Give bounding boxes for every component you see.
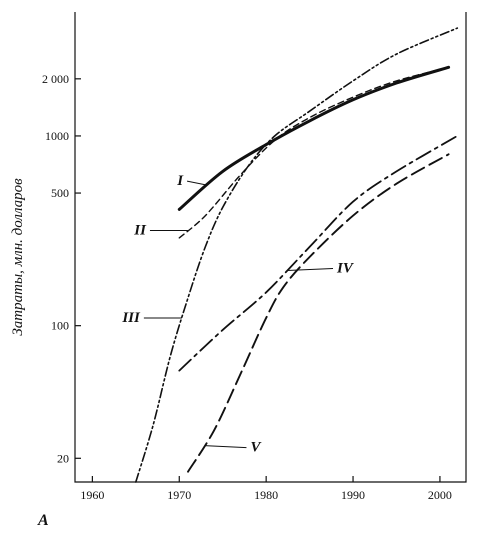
series-label-III: III <box>121 310 141 326</box>
series-lines <box>135 27 459 483</box>
x-tick-label: 1970 <box>167 488 191 502</box>
plot-area: 1960 1970 1980 1990 2000 20 100 500 1000 2 000 I… <box>42 12 467 502</box>
series-line-V <box>187 153 450 473</box>
series-label-I: I <box>176 173 184 189</box>
plot-frame <box>74 12 467 483</box>
x-tick-label: 1990 <box>341 488 365 502</box>
y-tick-label: 20 <box>57 451 69 465</box>
series-label-IV: IV <box>336 261 355 277</box>
series-line-I <box>177 65 451 211</box>
y-tick-label: 500 <box>51 186 69 200</box>
series-label-V: V <box>250 440 262 456</box>
y-axis: 20 100 500 1000 2 000 <box>42 72 81 465</box>
series-label-II: II <box>133 223 147 239</box>
y-axis-title: Затраты, млн. долларов <box>10 178 26 336</box>
x-tick-label: 2000 <box>428 488 452 502</box>
y-tick-label: 2 000 <box>42 72 69 86</box>
panel-label: A <box>37 512 49 529</box>
series-label-leader <box>286 268 334 272</box>
y-tick-label: 100 <box>51 319 69 333</box>
y-tick-label: 1000 <box>45 129 69 143</box>
series-label-leader <box>204 445 247 449</box>
series-line-IV <box>178 135 459 372</box>
series-label-leader <box>186 180 208 186</box>
x-tick-label: 1960 <box>80 488 104 502</box>
x-axis: 1960 1970 1980 1990 2000 <box>80 476 452 502</box>
x-tick-label: 1980 <box>254 488 278 502</box>
series-line-III <box>135 27 459 483</box>
